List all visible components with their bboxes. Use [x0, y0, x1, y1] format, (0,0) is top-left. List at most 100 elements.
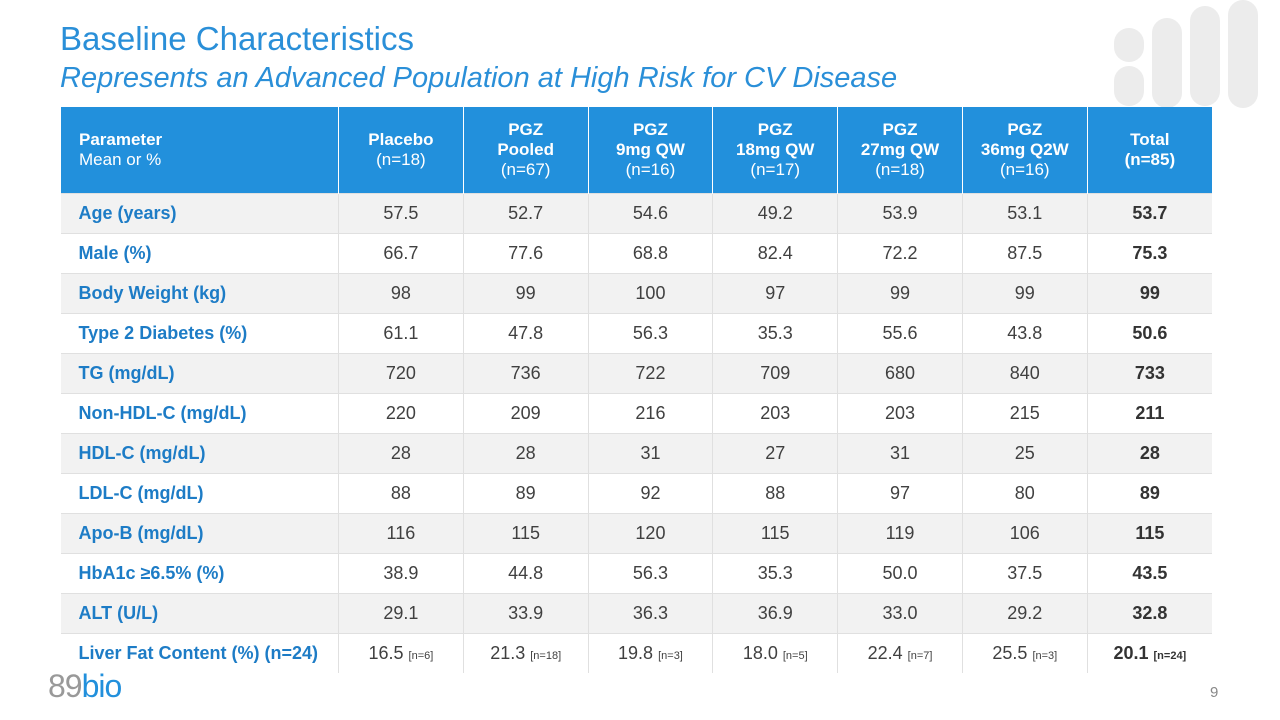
cell: 19.8 [n=3] — [587, 633, 713, 673]
header-row: Parameter Mean or % Placebo (n=18) PGZ Pooled… — [60, 107, 1212, 194]
logo-part: bio — [81, 668, 123, 704]
header-sub: (n=18) — [376, 150, 426, 169]
cell: 27 — [712, 433, 838, 474]
cell: 80 — [961, 473, 1088, 514]
cell: 97 — [712, 273, 838, 314]
header-line: Placebo — [368, 130, 434, 149]
header-line: PGZ — [632, 120, 668, 139]
cell: 33.0 — [837, 593, 963, 634]
cell: 98 — [338, 273, 464, 314]
cell: 35.3 — [712, 313, 838, 354]
cell-n: [n=24] — [1153, 650, 1187, 662]
cell: 52.7 — [462, 193, 589, 234]
cell-value: 25.5 — [992, 643, 1028, 663]
cell: 215 — [961, 393, 1088, 434]
header-sub: (n=17) — [750, 160, 801, 179]
cell: 57.5 — [338, 193, 464, 234]
cell: 18.0 [n=5] — [712, 633, 838, 673]
header-sub: (n=67) — [500, 160, 551, 179]
header-line: Parameter — [79, 130, 163, 149]
cell: 115 — [1086, 513, 1212, 554]
row: Male (%) 66.7 77.6 68.8 82.4 72.2 87.5 75.3 — [60, 233, 1212, 274]
cell: 66.7 — [338, 233, 464, 274]
decoration — [1114, 0, 1258, 108]
cell: 77.6 — [462, 233, 589, 274]
cell: 21.3 [n=18] — [462, 633, 589, 673]
header-line: PGZ — [757, 120, 793, 139]
cell: 709 — [712, 353, 838, 394]
row-label: Male (%) — [60, 233, 339, 274]
row-label: Liver Fat Content (%) (n=24) — [60, 633, 339, 673]
cell: 115 — [712, 513, 838, 554]
cell: 75.3 — [1086, 233, 1212, 274]
cell-value: 18.0 — [742, 643, 778, 663]
cell: 115 — [462, 513, 589, 554]
row-label: Non-HDL-C (mg/dL) — [60, 393, 339, 434]
cell: 99 — [462, 273, 589, 314]
cell: 89 — [462, 473, 589, 514]
row-label: Apo-B (mg/dL) — [60, 513, 339, 554]
cell: 53.7 — [1086, 193, 1212, 234]
cell-n: [n=6] — [408, 650, 434, 662]
cell: 44.8 — [462, 553, 589, 594]
cell: 50.6 — [1086, 313, 1212, 354]
cell: 100 — [587, 273, 713, 314]
row: HbA1c ≥6.5% (%) 38.9 44.8 56.3 35.3 50.0 37.5 4… — [60, 553, 1212, 594]
cell: 29.1 — [338, 593, 464, 634]
cell: 33.9 — [462, 593, 589, 634]
row-label: LDL-C (mg/dL) — [60, 473, 339, 514]
row: Non-HDL-C (mg/dL) 220 209 216 203 203 215 211 — [60, 393, 1212, 434]
cell: 61.1 — [338, 313, 464, 354]
header-line: (n=85) — [1124, 150, 1176, 169]
cell: 54.6 — [587, 193, 713, 234]
row-label: Body Weight (kg) — [60, 273, 339, 314]
logo-part: 89 — [48, 668, 83, 704]
cell-value: 19.8 — [618, 643, 654, 663]
cell: 28 — [338, 433, 464, 474]
cell: 49.2 — [712, 193, 838, 234]
header-line: 27mg QW — [860, 140, 940, 159]
cell: 16.5 [n=6] — [338, 633, 464, 673]
cell: 36.9 — [712, 593, 838, 634]
cell: 736 — [462, 353, 589, 394]
cell-value: 20.1 — [1113, 643, 1149, 663]
row-label: Type 2 Diabetes (%) — [60, 313, 339, 354]
header-cell: Placebo (n=18) — [338, 107, 464, 194]
header-sub: (n=16) — [999, 160, 1050, 179]
header-cell: PGZ 9mg QW (n=16) — [587, 107, 713, 194]
cell: 211 — [1086, 393, 1212, 434]
row-label: ALT (U/L) — [60, 593, 339, 634]
cell: 43.8 — [961, 313, 1088, 354]
cell: 120 — [587, 513, 713, 554]
cell: 97 — [837, 473, 963, 514]
title: Baseline Characteristics — [60, 20, 414, 57]
row-label: HbA1c ≥6.5% (%) — [60, 553, 339, 594]
cell: 31 — [837, 433, 963, 474]
cell: 56.3 — [587, 313, 713, 354]
header-line: 36mg Q2W — [980, 140, 1069, 159]
header-line: 18mg QW — [736, 140, 815, 159]
cell: 53.9 — [837, 193, 963, 234]
cell: 99 — [1086, 273, 1212, 314]
cell: 50.0 — [837, 553, 963, 594]
header-cell: Parameter Mean or % — [60, 107, 339, 194]
row: LDL-C (mg/dL) 88 89 92 88 97 80 89 — [60, 473, 1212, 514]
row: Liver Fat Content (%) (n=24) 16.5 [n=6] 21… — [60, 633, 1212, 673]
cell-n: [n=5] — [782, 650, 808, 662]
header-cell: PGZ 18mg QW (n=17) — [712, 107, 838, 194]
row: Age (years) 57.5 52.7 54.6 49.2 53.9 53.1 53.7 — [60, 193, 1212, 234]
row: ALT (U/L) 29.1 33.9 36.3 36.9 33.0 29.2 32.8 — [60, 593, 1212, 634]
cell: 87.5 — [961, 233, 1088, 274]
cell: 116 — [338, 513, 464, 554]
logo: 89bio — [48, 668, 123, 705]
cell: 680 — [837, 353, 963, 394]
cell: 88 — [338, 473, 464, 514]
cell: 32.8 — [1086, 593, 1212, 634]
header-sub: (n=16) — [625, 160, 676, 179]
cell: 722 — [587, 353, 713, 394]
cell: 20.1 [n=24] — [1086, 633, 1212, 673]
cell: 28 — [1086, 433, 1212, 474]
cell: 47.8 — [462, 313, 589, 354]
header-line: Total — [1130, 130, 1170, 149]
cell: 106 — [961, 513, 1088, 554]
